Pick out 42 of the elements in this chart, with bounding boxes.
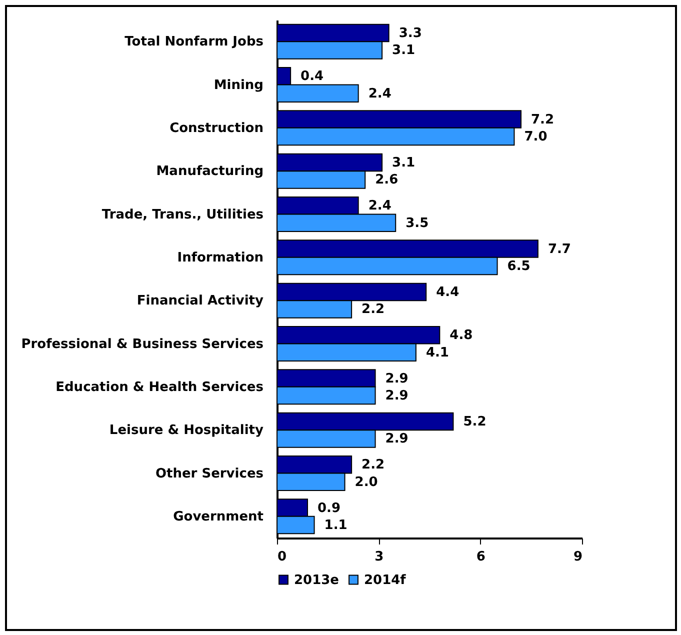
data-label: 7.2 [531, 112, 554, 128]
data-label: 4.8 [450, 328, 473, 344]
data-label: 2.2 [362, 302, 385, 318]
data-label: 4.4 [436, 284, 460, 300]
data-label: 0.4 [300, 69, 324, 84]
y-tick-label: Education & Health Services [56, 380, 264, 395]
x-tick-label: 3 [374, 550, 384, 564]
y-tick-label: Leisure & Hospitality [109, 423, 264, 438]
legend-label: 2014f [364, 572, 406, 588]
x-tick-label: 6 [476, 550, 486, 564]
y-tick-label: Government [173, 509, 264, 524]
y-tick-label: Manufacturing [156, 164, 264, 180]
data-label: 6.5 [507, 259, 530, 274]
data-label: 3.3 [398, 26, 422, 41]
data-label: 2.2 [362, 458, 385, 473]
data-label: 7.0 [524, 130, 548, 145]
y-tick-label: Information [177, 250, 264, 266]
y-tick-label: Other Services [155, 466, 264, 482]
y-tick-label: Trade, Trans., Utilities [102, 207, 264, 222]
data-label: 3.1 [392, 155, 416, 170]
data-label: 2.4 [368, 86, 392, 102]
data-label: 7.7 [548, 242, 571, 257]
data-label: 3.5 [406, 216, 429, 231]
data-label: 4.1 [426, 345, 449, 360]
data-label: 3.1 [392, 43, 416, 58]
x-tick-label: 9 [573, 550, 582, 564]
y-tick-label: Mining [214, 78, 264, 93]
data-label: 2.9 [385, 371, 408, 386]
data-label: 2.0 [354, 474, 378, 490]
y-tick-label: Total Nonfarm Jobs [124, 34, 264, 50]
data-label: 0.9 [318, 500, 341, 516]
data-label: 1.1 [324, 518, 348, 534]
data-label: 2.4 [368, 198, 392, 214]
y-tick-label: Financial Activity [136, 294, 264, 309]
data-label: 2.9 [385, 388, 408, 404]
data-label: 2.6 [375, 172, 398, 188]
legend-label: 2013e [294, 572, 340, 588]
y-tick-label: Professional & Business Services [21, 336, 264, 352]
data-label: 2.9 [385, 432, 408, 447]
data-label: 5.2 [463, 414, 486, 430]
x-tick-label: 0 [278, 550, 287, 564]
y-tick-label: Construction [170, 120, 264, 136]
